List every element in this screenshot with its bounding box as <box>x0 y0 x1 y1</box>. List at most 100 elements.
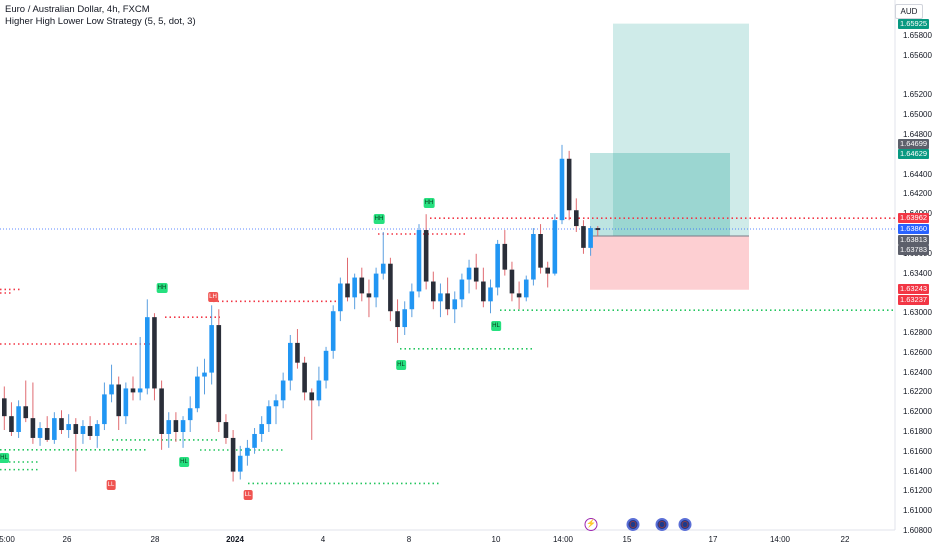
price-tick-label: 1.61600 <box>903 446 932 456</box>
candle <box>445 293 450 310</box>
candle <box>102 394 107 425</box>
flag-event-icon-2[interactable] <box>655 518 669 531</box>
time-tick-label: 10 <box>491 535 501 544</box>
candle <box>137 388 143 393</box>
pivot-marker-hh: HH <box>373 214 385 224</box>
time-tick-label: 15 <box>622 535 632 544</box>
price-tick-label: 1.64400 <box>903 169 932 179</box>
candle <box>209 325 214 373</box>
candle <box>423 230 429 282</box>
candle <box>52 418 57 440</box>
candle <box>559 158 565 221</box>
pivot-marker-hl: HL <box>396 360 406 370</box>
candle <box>438 293 443 302</box>
candle <box>359 277 365 294</box>
currency-button[interactable]: AUD <box>895 4 923 19</box>
candle <box>516 293 522 298</box>
candle <box>130 388 136 393</box>
candle <box>152 317 157 389</box>
candle <box>552 220 558 274</box>
candle <box>395 311 400 328</box>
candle <box>416 230 422 292</box>
flag-event-icon-1[interactable] <box>626 518 640 531</box>
candle <box>345 283 350 298</box>
price-tick-label: 1.65800 <box>903 31 932 40</box>
price-tick-label: 1.61800 <box>903 427 932 436</box>
price-tick-label: 1.62200 <box>903 387 932 397</box>
time-tick-label: 22 <box>840 535 850 544</box>
candle <box>23 406 29 419</box>
candle <box>195 376 200 409</box>
price-tick-label: 1.61000 <box>903 506 932 516</box>
pivot-marker-hh: HH <box>156 283 168 293</box>
candle <box>94 424 100 436</box>
candle <box>166 420 172 434</box>
candle <box>237 455 243 472</box>
candle <box>431 281 436 302</box>
candle <box>187 408 193 421</box>
candle <box>159 388 164 434</box>
candle <box>373 273 379 298</box>
flag-event-icon-3[interactable] <box>678 518 692 531</box>
candle <box>459 279 465 300</box>
candle <box>145 317 150 389</box>
time-tick-label: 2024 <box>226 535 244 544</box>
candle <box>302 362 307 393</box>
price-tick-label: 1.61200 <box>903 486 932 496</box>
candle <box>595 228 601 231</box>
price-label: 1.63962 <box>898 213 929 223</box>
candle <box>388 263 393 312</box>
time-tick-label: 28 <box>150 535 160 544</box>
candle <box>259 424 264 434</box>
pivot-marker-ll: LL <box>106 480 116 490</box>
price-label: 1.65925 <box>898 19 929 29</box>
candle <box>9 416 14 432</box>
price-tick-label: 1.62800 <box>903 328 932 337</box>
candle <box>409 291 415 310</box>
candle <box>30 418 36 438</box>
price-tick-label: 1.63000 <box>903 308 932 318</box>
symbol-title: Euro / Australian Dollar, 4h, FXCM <box>5 4 150 15</box>
price-tick-label: 1.65000 <box>903 110 932 120</box>
price-label: 1.63243 <box>898 284 929 294</box>
time-tick-label: 26 <box>62 535 72 544</box>
lightning-event-icon[interactable]: ⚡ <box>584 518 598 531</box>
candle <box>123 388 129 417</box>
candle <box>502 243 508 270</box>
price-tick-label: 1.62000 <box>903 407 932 417</box>
candle <box>466 267 472 280</box>
pivot-marker-lh: LH <box>208 292 218 302</box>
candle <box>230 437 236 472</box>
candle <box>252 433 257 448</box>
candle <box>59 418 64 431</box>
pivot-marker-hl: HL <box>0 453 9 463</box>
price-label: 1.63237 <box>898 295 929 305</box>
price-tick-label: 1.61400 <box>903 466 932 476</box>
loss-zone <box>590 235 749 290</box>
candle <box>523 279 529 298</box>
price-tick-label: 1.65600 <box>903 50 932 60</box>
candle <box>309 392 315 401</box>
candle <box>223 422 229 438</box>
candle <box>295 342 300 363</box>
candle <box>316 380 322 401</box>
candle <box>330 311 336 351</box>
profit-zone-inner <box>590 153 730 236</box>
price-tick-label: 1.64800 <box>903 130 932 139</box>
candle <box>216 325 222 423</box>
candle <box>509 269 515 294</box>
time-tick-label: 5:00 <box>0 535 15 544</box>
candle <box>80 426 86 434</box>
candle <box>180 420 186 432</box>
candle <box>87 426 93 436</box>
candle <box>202 372 207 377</box>
candle <box>366 293 372 298</box>
candle <box>338 283 343 312</box>
candle <box>280 380 286 401</box>
candle <box>37 428 43 438</box>
pivot-marker-hl: HL <box>491 321 501 331</box>
candle <box>266 406 272 425</box>
candle <box>288 342 293 381</box>
